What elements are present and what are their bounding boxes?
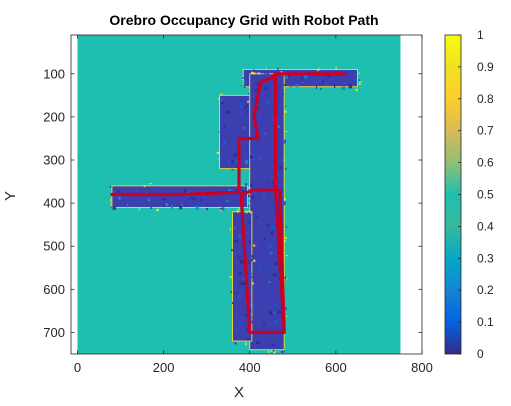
x-tick-label-400: 400	[239, 360, 261, 375]
y-tick-label-200: 200	[43, 109, 65, 124]
colorbar-tick-label-0: 0	[477, 347, 484, 361]
y-axis-label: Y	[2, 191, 19, 201]
x-tick-label-0: 0	[74, 360, 81, 375]
colorbar-tick-label-8: 0.8	[477, 92, 494, 106]
colorbar-tick-label-6: 0.6	[477, 156, 494, 170]
x-tick-label-200: 200	[153, 360, 175, 375]
colorbar-tick-label-5: 0.5	[477, 188, 494, 202]
x-axis-label: X	[234, 384, 244, 401]
colorbar-tick-label-7: 0.7	[477, 124, 494, 138]
colorbar-tick-label-9: 0.9	[477, 60, 494, 74]
plot-area: 0 200 400 600 800 100 200 300 400 500 600 700	[43, 34, 433, 375]
robot-path-line	[110, 72, 347, 334]
chart-title: Orebro Occupancy Grid with Robot Path	[109, 12, 378, 28]
y-tick-label-100: 100	[43, 66, 65, 81]
y-tick-label-300: 300	[43, 153, 65, 168]
axes-frame	[70, 34, 423, 355]
x-tick-label-800: 800	[411, 360, 433, 375]
colorbar-tick-label-1: 0.1	[477, 315, 494, 329]
colorbar-tick-label-3: 0.3	[477, 251, 494, 265]
y-tick-label-400: 400	[43, 196, 65, 211]
colorbar-tick-label-4: 0.4	[477, 219, 494, 233]
x-tick-label-600: 600	[325, 360, 347, 375]
explored-region-upper-left-room	[216, 92, 259, 173]
colorbar: 0 0.1 0.2 0.3 0.4 0.5 0.6 0.7 0.8 0.9 1	[444, 28, 494, 361]
explored-region-left-horizontal-corridor	[109, 182, 252, 212]
colorbar-tick-label-2: 0.2	[477, 283, 494, 297]
colorbar-tick-label-10: 1	[477, 28, 484, 42]
y-tick-label-600: 600	[43, 282, 65, 297]
y-tick-label-700: 700	[43, 325, 65, 340]
y-tick-label-500: 500	[43, 239, 65, 254]
